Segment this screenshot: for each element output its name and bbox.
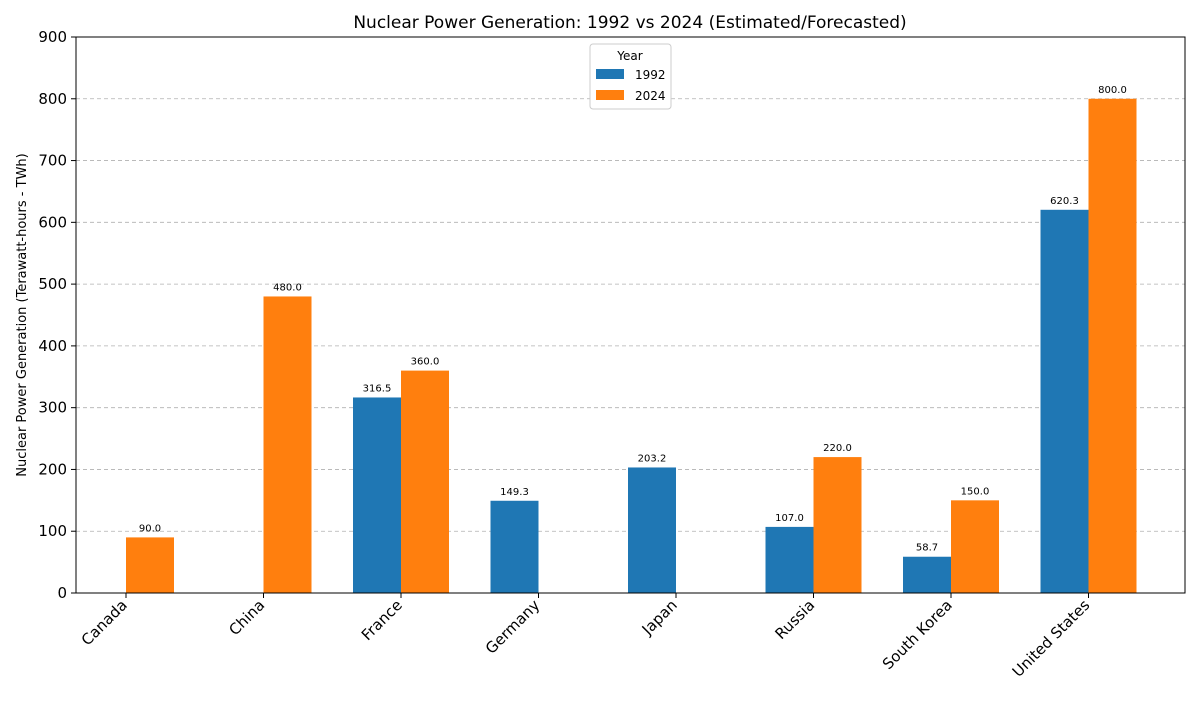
y-tick-label: 400 <box>38 337 67 355</box>
legend-swatch-2024 <box>596 90 624 100</box>
chart-title: Nuclear Power Generation: 1992 vs 2024 (… <box>353 13 906 33</box>
bar-value-label: 90.0 <box>139 523 161 534</box>
y-tick-label: 500 <box>38 275 67 293</box>
bar-1992-russia <box>765 526 814 593</box>
x-tick-label: United States <box>1009 596 1094 681</box>
legend-title: Year <box>616 49 642 63</box>
bar-value-label: 480.0 <box>273 282 302 293</box>
bar-1992-south-korea <box>903 556 951 593</box>
y-tick-label: 600 <box>38 213 67 231</box>
bars <box>126 98 1137 594</box>
plot-frame <box>75 36 1186 594</box>
bar-value-label: 203.2 <box>638 453 667 464</box>
bar-1992-germany <box>490 500 539 593</box>
bar-value-labels: 90.0 480.0 316.5 360.0 149.3 203.2 107.0 220.0 5… <box>139 85 1127 554</box>
y-tick-label: 800 <box>38 90 67 108</box>
x-tick-label: China <box>225 596 268 639</box>
x-tick-label: South Korea <box>879 596 956 673</box>
bar-1992-united-states <box>1040 209 1089 593</box>
y-tick-label: 100 <box>38 522 67 540</box>
grid-lines <box>76 98 1185 532</box>
bar-value-label: 360.0 <box>411 357 440 368</box>
y-axis-ticks: 0 100 200 300 400 500 600 700 800 900 <box>38 28 76 602</box>
legend: Year 1992 2024 <box>589 43 672 110</box>
legend-label-1992: 1992 <box>635 68 666 82</box>
bar-value-label: 220.0 <box>823 443 852 454</box>
bar-2024-canada <box>126 537 174 593</box>
bar-value-label: 149.3 <box>500 487 529 498</box>
y-tick-label: 700 <box>38 152 67 170</box>
x-tick-label: Germany <box>482 596 544 658</box>
y-tick-label: 0 <box>57 584 67 602</box>
x-tick-label: France <box>358 596 406 644</box>
bar-value-label: 800.0 <box>1098 85 1127 96</box>
y-tick-label: 200 <box>38 460 67 478</box>
bar-2024-china <box>263 296 312 593</box>
bar-1992-japan <box>628 467 676 593</box>
bar-value-label: 107.0 <box>775 513 804 524</box>
bar-value-label: 150.0 <box>961 486 990 497</box>
bar-value-label: 620.3 <box>1050 196 1079 207</box>
bar-value-label: 58.7 <box>916 543 938 554</box>
legend-label-2024: 2024 <box>635 89 666 103</box>
x-axis-ticks: Canada China France Germany Japan Russia South… <box>78 593 1094 681</box>
y-tick-label: 900 <box>38 28 67 46</box>
bar-2024-united-states <box>1088 98 1137 594</box>
bar-2024-russia <box>813 457 862 593</box>
bar-2024-france <box>401 370 449 593</box>
bar-2024-south-korea <box>951 500 999 593</box>
y-axis-label: Nuclear Power Generation (Terawatt-hours… <box>15 153 30 476</box>
y-tick-label: 300 <box>38 399 67 417</box>
x-tick-label: Canada <box>78 596 131 649</box>
bar-1992-france <box>353 397 401 593</box>
bar-value-label: 316.5 <box>363 383 392 394</box>
x-tick-label: Russia <box>771 596 818 643</box>
legend-swatch-1992 <box>596 69 624 79</box>
x-tick-label: Japan <box>638 596 681 639</box>
